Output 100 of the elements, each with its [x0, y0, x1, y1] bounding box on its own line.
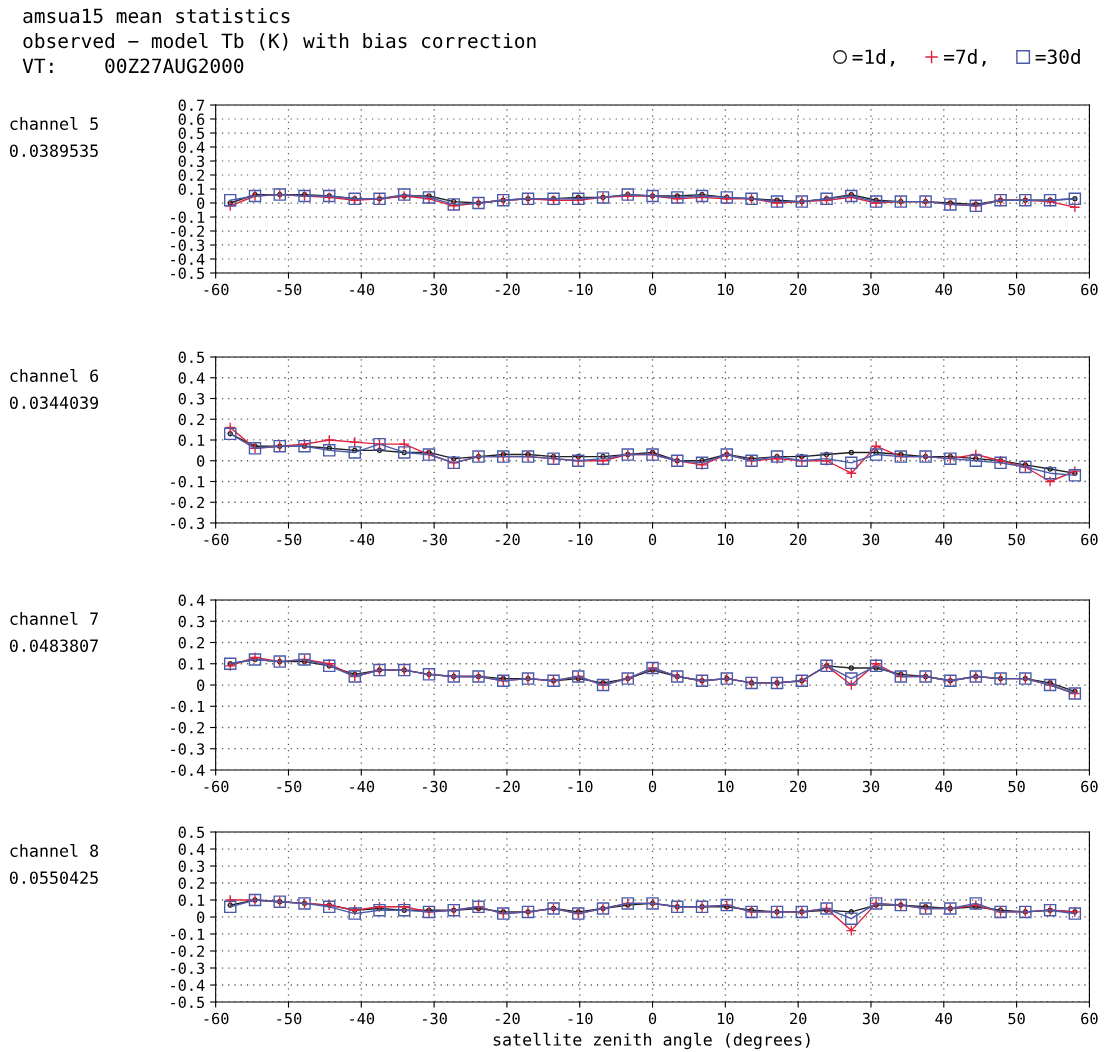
y-tick-label: -0.5 — [171, 996, 205, 1009]
x-tick-label: -10 — [568, 533, 593, 546]
text: channel 7 — [10, 612, 98, 625]
y-tick-label: 0 — [197, 911, 205, 924]
x-tick-label: -50 — [277, 533, 302, 546]
y-tick-label: -0.2 — [171, 722, 204, 734]
y-tick-label: 0.7 — [178, 99, 205, 112]
legend-label: =30d — [1035, 49, 1080, 65]
x-tick-label: 40 — [935, 533, 952, 546]
x-tick-label: 10 — [717, 533, 734, 546]
y-tick-label: 0.1 — [178, 434, 205, 447]
x-tick-label: -40 — [350, 283, 375, 296]
y-tick-label: -0.2 — [171, 225, 204, 238]
y-tick-label: 0.4 — [178, 843, 205, 856]
x-tick-label: 50 — [1008, 780, 1025, 793]
y-tick-label: 0.3 — [178, 860, 205, 873]
y-tick-label: -0.3 — [171, 239, 205, 252]
y-tick-label: 0 — [197, 679, 205, 692]
x-tick-label: -50 — [277, 1012, 302, 1025]
x-tick-label: -10 — [568, 283, 593, 296]
x-tick-label: 30 — [862, 780, 880, 793]
y-tick-label: -0.5 — [171, 267, 205, 280]
x-tick-label: -20 — [495, 533, 520, 546]
x-tick-label: 50 — [1008, 533, 1025, 546]
text: channel 8 — [10, 844, 99, 857]
x-tick-label: 10 — [717, 283, 734, 296]
x-tick-label: -10 — [568, 780, 593, 793]
x-tick-label: -60 — [204, 1012, 229, 1025]
y-tick-label: 0.3 — [178, 155, 205, 168]
y-tick-label: -0.4 — [171, 253, 205, 266]
x-tick-label: 60 — [1081, 533, 1098, 546]
y-tick-label: 0.5 — [178, 826, 205, 839]
x-tick-label: -30 — [422, 780, 447, 793]
y-tick-label: -0.3 — [171, 743, 205, 755]
x-tick-label: 30 — [862, 283, 880, 296]
text: 0.0483807 — [9, 639, 98, 652]
x-tick-label: 20 — [790, 283, 807, 296]
y-tick-label: 0.3 — [178, 393, 205, 405]
x-tick-label: -50 — [277, 283, 302, 296]
y-tick-label: -0.4 — [171, 979, 205, 992]
y-tick-label: 0.2 — [178, 169, 204, 182]
x-tick-label: 60 — [1081, 1012, 1098, 1025]
x-tick-label: -10 — [568, 1012, 593, 1025]
x-tick-label: 0 — [648, 283, 657, 296]
x-tick-label: 0 — [648, 1012, 657, 1025]
x-tick-label: -60 — [204, 780, 229, 793]
y-tick-label: 0.6 — [178, 113, 205, 126]
y-tick-label: -0.4 — [171, 764, 205, 777]
x-tick-label: -40 — [350, 533, 375, 546]
y-tick-label: -0.3 — [171, 517, 205, 530]
chart-subtitle: observed − model Tb (K) with bias correction — [23, 33, 536, 51]
y-tick-label: 0.1 — [178, 894, 205, 907]
y-tick-label: -0.3 — [171, 962, 205, 975]
y-tick-label: -0.1 — [171, 928, 205, 941]
y-tick-label: -0.1 — [171, 476, 205, 488]
y-tick-label: 0.4 — [178, 141, 205, 154]
x-tick-label: 10 — [717, 780, 734, 793]
x-tick-label: 30 — [862, 533, 880, 546]
text: channel 5 — [10, 117, 98, 130]
legend-label: =1d, — [852, 49, 894, 67]
x-tick-label: -30 — [422, 283, 447, 296]
chart-title: amsua15 mean statistics — [23, 8, 290, 24]
y-tick-label: 0 — [197, 197, 205, 210]
y-tick-label: 0 — [197, 455, 205, 467]
text: 0.0389535 — [9, 144, 98, 157]
x-tick-label: -60 — [204, 533, 229, 546]
text: 0.0344039 — [9, 396, 99, 409]
x-tick-label: -30 — [422, 533, 447, 546]
y-tick-label: 0.4 — [178, 594, 205, 607]
x-tick-label: -20 — [495, 780, 520, 793]
x-tick-label: 60 — [1081, 283, 1098, 296]
x-tick-label: -40 — [350, 1012, 375, 1025]
x-axis-title: satellite zenith angle (degrees) — [493, 1032, 810, 1050]
x-tick-label: 30 — [862, 1012, 880, 1025]
text: channel 6 — [10, 369, 99, 382]
x-tick-label: 20 — [790, 1012, 807, 1025]
y-tick-label: 0.5 — [178, 127, 205, 140]
text: 0.0550425 — [9, 871, 98, 884]
x-tick-label: 20 — [790, 780, 807, 793]
y-tick-label: -0.1 — [171, 211, 205, 224]
x-tick-label: 40 — [935, 283, 952, 296]
x-tick-label: -30 — [422, 1012, 447, 1025]
y-tick-label: 0.1 — [178, 658, 205, 670]
y-tick-label: 0.2 — [178, 413, 204, 426]
x-tick-label: 50 — [1008, 1012, 1025, 1025]
y-tick-label: -0.2 — [171, 496, 204, 509]
x-tick-label: 10 — [717, 1012, 734, 1025]
x-tick-label: 50 — [1008, 283, 1025, 296]
y-tick-label: 0.4 — [178, 372, 205, 384]
y-tick-label: 0.1 — [178, 183, 205, 196]
y-tick-label: -0.2 — [171, 945, 204, 958]
y-tick-label: 0.2 — [178, 637, 204, 649]
y-tick-label: 0.2 — [178, 877, 204, 890]
x-tick-label: 20 — [790, 533, 807, 546]
x-tick-label: 60 — [1081, 780, 1098, 793]
x-tick-label: 0 — [648, 780, 657, 793]
x-tick-label: 40 — [935, 780, 952, 793]
y-tick-label: 0.5 — [178, 351, 205, 364]
x-tick-label: -40 — [350, 780, 375, 793]
y-tick-label: 0.3 — [178, 615, 205, 628]
